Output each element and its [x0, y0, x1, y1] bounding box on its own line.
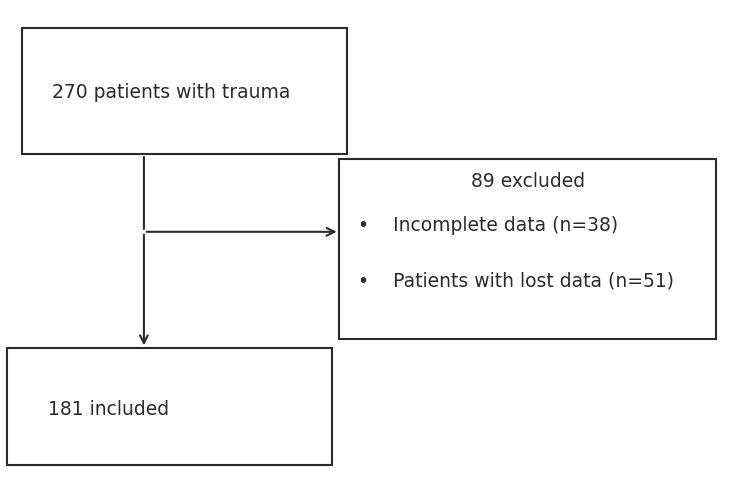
- FancyBboxPatch shape: [339, 160, 716, 339]
- Text: 89 excluded: 89 excluded: [471, 172, 584, 191]
- FancyBboxPatch shape: [22, 29, 347, 155]
- Text: 270 patients with trauma: 270 patients with trauma: [52, 82, 290, 102]
- FancyBboxPatch shape: [7, 348, 332, 465]
- Text: •    Incomplete data (n=38): • Incomplete data (n=38): [358, 215, 618, 235]
- Text: •    Patients with lost data (n=51): • Patients with lost data (n=51): [358, 271, 674, 290]
- Text: 181 included: 181 included: [48, 399, 169, 419]
